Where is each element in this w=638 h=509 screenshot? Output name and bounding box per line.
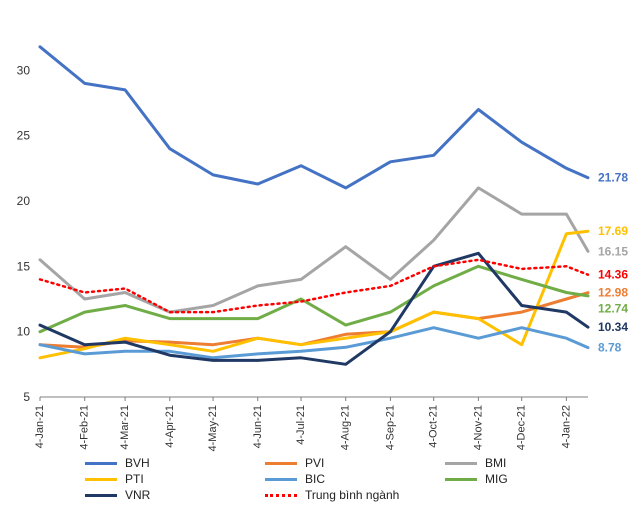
end-value-label: 8.78 xyxy=(598,341,622,355)
legend-label: BIC xyxy=(305,472,326,486)
series-line-vnr xyxy=(38,251,590,366)
end-value-label: 10.34 xyxy=(598,320,628,334)
x-tick-label: 4-Mar-21 xyxy=(119,405,131,450)
legend-label: MIG xyxy=(485,472,508,486)
legend-swatch xyxy=(265,477,297,481)
x-tick-label: 4-Aug-21 xyxy=(340,405,352,450)
legend-swatch xyxy=(85,493,117,497)
x-tick-label: 4-Nov-21 xyxy=(472,405,484,450)
legend-label: VNR xyxy=(125,488,151,502)
x-tick-label: 4-Dec-21 xyxy=(516,405,528,450)
legend-swatch xyxy=(85,477,117,481)
legend-item: Trung bình ngành xyxy=(265,488,399,502)
series-line-trung-bình-ngành xyxy=(38,258,590,314)
legend-item: MIG xyxy=(445,472,508,486)
legend-item: VNR xyxy=(85,488,150,502)
series-line-bmi xyxy=(38,186,590,314)
legend-item: PTI xyxy=(85,472,144,486)
series-line-bvh xyxy=(38,45,590,190)
end-labels: 21.78 17.69 16.15 14.36 12.98 12.74 10.34 8.78 xyxy=(598,171,628,355)
legend-swatch xyxy=(265,461,297,465)
legend-label: PTI xyxy=(125,472,144,486)
series-line-pvi xyxy=(38,291,590,349)
series-line-mig xyxy=(38,264,590,334)
x-tick-label: 4-Feb-21 xyxy=(79,405,91,450)
y-tick-label: 20 xyxy=(17,194,31,208)
y-tick-label: 30 xyxy=(17,63,31,77)
end-value-label: 17.69 xyxy=(598,224,628,238)
legend-label: Trung bình ngành xyxy=(305,488,400,502)
legend-swatch xyxy=(445,461,477,465)
x-tick-label: 4-Oct-21 xyxy=(428,405,440,448)
y-tick-label: 5 xyxy=(23,390,30,404)
x-tick-label: 4-May-21 xyxy=(207,405,219,451)
legend-swatch xyxy=(85,461,117,465)
series-line-bic xyxy=(38,326,590,360)
legend-swatch xyxy=(265,493,297,497)
legend-item: BVH xyxy=(85,456,150,470)
end-value-label: 21.78 xyxy=(598,171,628,185)
legend-item: BMI xyxy=(445,456,506,470)
end-value-label: 14.36 xyxy=(598,268,628,282)
series-line-pti xyxy=(38,229,590,360)
end-value-label: 16.15 xyxy=(598,244,628,258)
legend-item: BIC xyxy=(265,472,325,486)
x-tick-label: 4-Jan-22 xyxy=(560,405,572,448)
y-tick-label: 25 xyxy=(17,129,31,143)
x-tick-label: 4-Sep-21 xyxy=(384,405,396,450)
legend-label: PVI xyxy=(305,456,325,470)
end-value-label: 12.98 xyxy=(598,286,628,300)
x-tick-label: 4-Apr-21 xyxy=(164,405,176,448)
axes: 5 10 15 20 25 30 4-Jan-21 4-Feb-21 4-Mar-21 4-Apr… xyxy=(17,63,588,451)
end-value-label: 12.74 xyxy=(598,302,628,316)
legend: BVH PVI BMI PTI BIC MIG VNR Trung bình ngành xyxy=(85,456,605,506)
y-tick-label: 15 xyxy=(17,259,31,273)
y-tick-label: 10 xyxy=(17,325,31,339)
x-tick-label: 4-Jun-21 xyxy=(252,405,264,448)
legend-item: PVI xyxy=(265,456,324,470)
legend-swatch xyxy=(445,477,477,481)
series-layer xyxy=(38,45,590,366)
legend-label: BMI xyxy=(485,456,507,470)
legend-label: BVH xyxy=(125,456,150,470)
x-tick-label: 4-Jan-21 xyxy=(34,405,46,448)
x-tick-label: 4-Jul-21 xyxy=(295,405,307,445)
